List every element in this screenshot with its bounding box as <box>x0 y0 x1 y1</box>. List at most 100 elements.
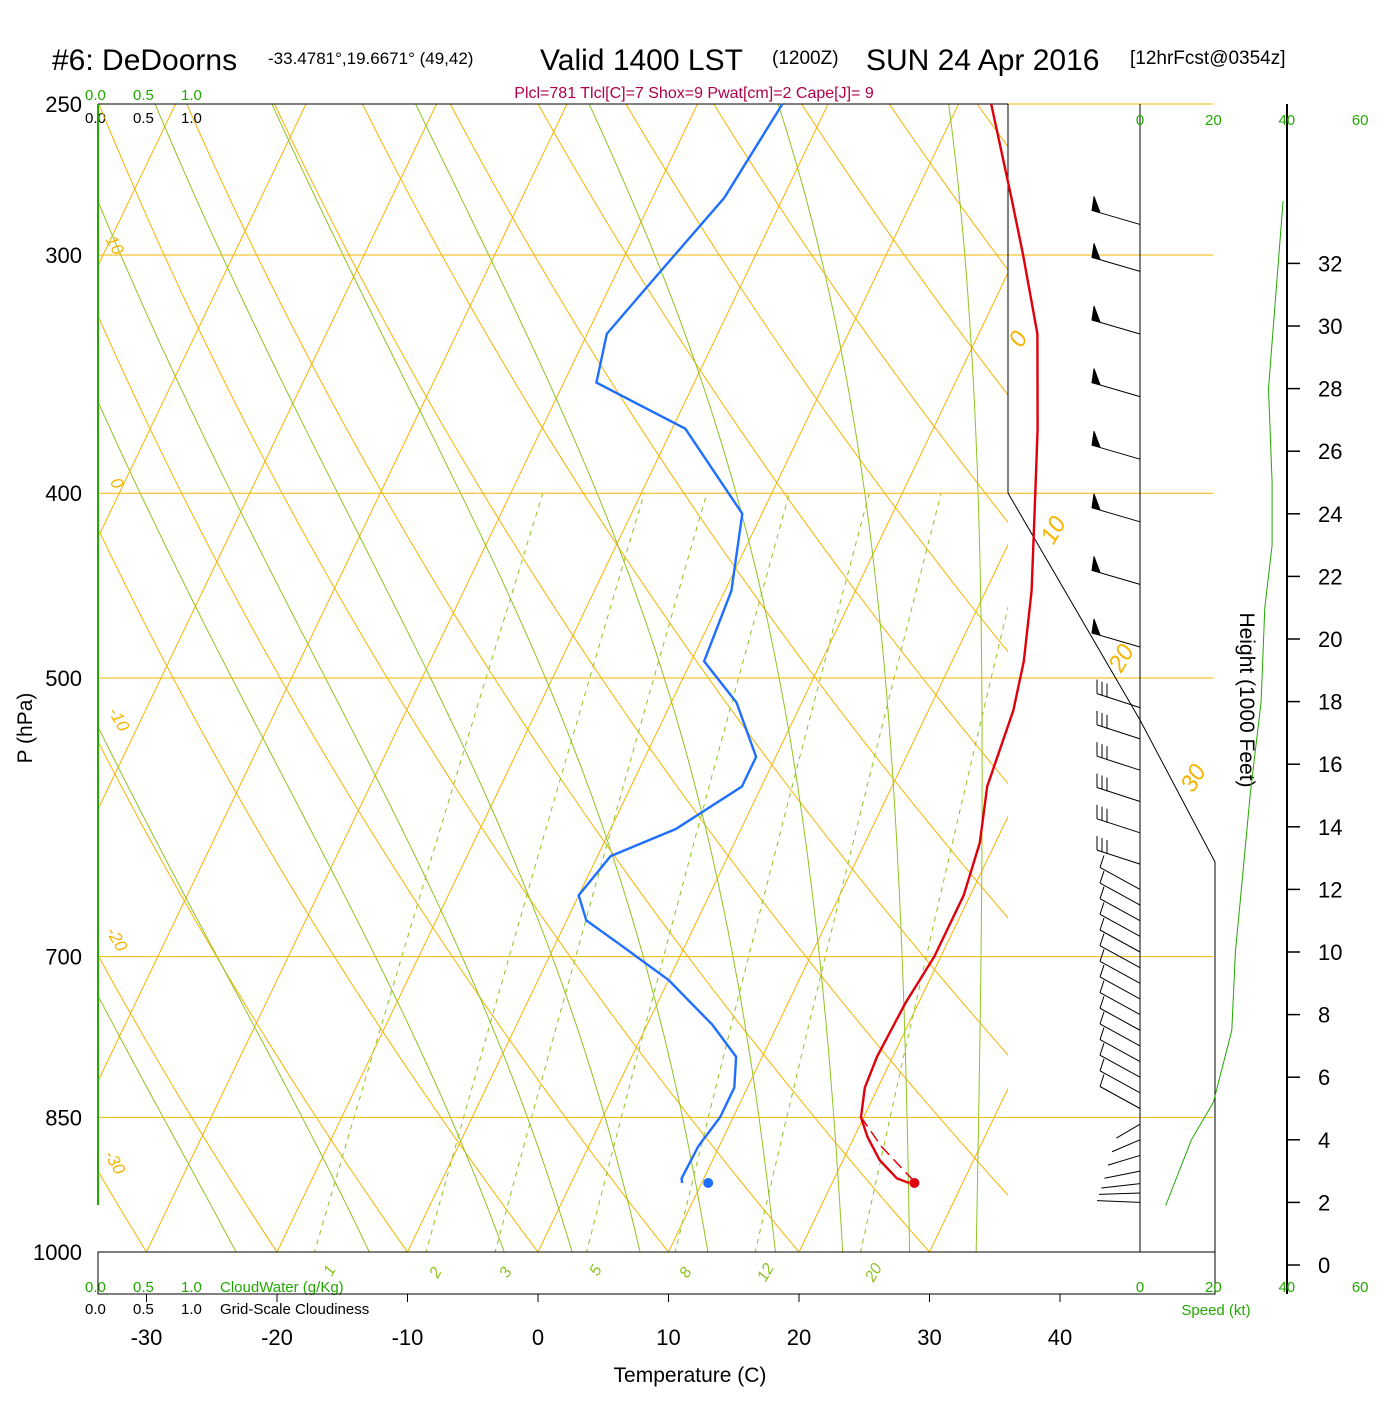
speed-tick-label-bottom: 40 <box>1278 1279 1295 1296</box>
wind-barb <box>1092 196 1140 224</box>
wind-barb <box>1100 934 1140 968</box>
isotherm-line <box>388 70 975 1292</box>
mixing-ratio-label: 8 <box>677 1265 696 1281</box>
forecast-info: [12hrFcst@0354z] <box>1130 48 1286 69</box>
wind-barb <box>1100 871 1140 905</box>
pressure-tick-label: 400 <box>45 481 82 506</box>
temperature-tick-label: -10 <box>392 1325 424 1350</box>
mixing-ratio-label: 2 <box>426 1265 446 1282</box>
mixing-ratio-line <box>576 493 789 1292</box>
pressure-tick-label: 250 <box>45 92 82 117</box>
wind-barb <box>1100 1043 1140 1077</box>
wind-barb <box>1100 1012 1140 1046</box>
bottom-green-tick: 1.0 <box>181 1279 202 1296</box>
moist-adiabat <box>773 87 910 1292</box>
bottom-black-tick: 0.5 <box>133 1301 154 1318</box>
station-title: #6: DeDoorns <box>52 44 237 77</box>
bottom-green-tick: 0.0 <box>85 1279 106 1296</box>
dry-adiabat <box>780 70 1400 1292</box>
height-tick-label: 20 <box>1318 627 1342 652</box>
height-tick-label: 8 <box>1318 1003 1330 1028</box>
grid-lines <box>0 70 1400 1292</box>
isotherm-label: -30 <box>100 1147 129 1178</box>
height-tick-label: 18 <box>1318 690 1342 715</box>
wind-barb <box>1100 1075 1140 1109</box>
wind-barb <box>1100 902 1140 936</box>
chart-frame <box>98 104 1287 1302</box>
wind-barb <box>1097 1201 1140 1203</box>
pressure-tick-label: 850 <box>45 1105 82 1130</box>
top-green-tick: 0.5 <box>133 87 154 104</box>
mixing-ratio-label: 5 <box>587 1263 606 1279</box>
height-tick-label: 24 <box>1318 502 1342 527</box>
moist-adiabat <box>52 87 584 1292</box>
pressure-tick-label: 700 <box>45 945 82 970</box>
speed-tick-label-top: 20 <box>1205 112 1222 129</box>
temperature-profile <box>861 104 1038 1183</box>
height-tick-label: 28 <box>1318 377 1342 402</box>
wind-barb <box>1092 494 1140 522</box>
mixing-ratio-label: 12 <box>754 1261 778 1285</box>
wind-barb <box>1092 556 1140 584</box>
dry-adiabat <box>433 70 1363 1292</box>
moist-adiabat <box>946 87 982 1292</box>
height-tick-label: 26 <box>1318 439 1342 464</box>
moist-adiabat <box>0 87 258 1292</box>
temperature-axis-title: Temperature (C) <box>614 1364 767 1387</box>
cloudiness-label: Grid-Scale Cloudiness <box>220 1301 369 1318</box>
bottom-cloudwater-scale: 0.0 0.5 1.0 CloudWater (g/Kg) 0.0 0.5 1.… <box>85 1279 369 1318</box>
wind-barb <box>1100 887 1140 921</box>
mixing-ratio-line <box>746 493 941 1292</box>
wind-barb <box>1100 949 1140 983</box>
wind-barb <box>1099 1193 1140 1194</box>
dry-adiabat <box>172 70 966 1292</box>
bottom-green-tick: 0.5 <box>133 1279 154 1296</box>
dry-adiabat <box>259 70 1098 1292</box>
height-tick-label: 4 <box>1318 1128 1330 1153</box>
station-coords: -33.4781°,19.6671° (49,42) <box>268 49 473 68</box>
wind-barb <box>1100 1028 1140 1062</box>
height-tick-label: 32 <box>1318 251 1342 276</box>
wind-barb <box>1100 1059 1140 1093</box>
speed-tick-label-top: 0 <box>1136 112 1144 129</box>
wind-barb <box>1112 1140 1140 1152</box>
wind-barb <box>1108 1155 1140 1165</box>
bottom-black-tick: 0.0 <box>85 1301 106 1318</box>
mixing-ratio-label: 3 <box>497 1265 516 1281</box>
mixing-ratio-line <box>303 493 543 1292</box>
wind-barb <box>1097 742 1140 770</box>
isotherm-label: 0 <box>106 474 127 492</box>
isotherm-label: 30 <box>1175 759 1212 796</box>
speed-axis-title: Speed (kt) <box>1181 1302 1250 1319</box>
top-green-tick: 0.0 <box>85 87 106 104</box>
top-cloudwater-scale: 0.0 0.5 1.0 0.0 0.5 1.0 <box>85 87 202 127</box>
moist-adiabat <box>582 87 845 1292</box>
wind-barb <box>1100 981 1140 1015</box>
wind-barb <box>1092 243 1140 271</box>
wind-barb <box>1097 836 1140 864</box>
valid-time: Valid 1400 LST <box>540 44 743 77</box>
utc-time: (1200Z) <box>772 48 839 69</box>
top-black-tick: 1.0 <box>181 110 202 127</box>
isotherm-line <box>1171 70 1400 1292</box>
wind-barb <box>1097 711 1140 739</box>
isotherm-line <box>258 70 845 1292</box>
dry-adiabat <box>0 70 172 1292</box>
dry-adiabat <box>693 70 1400 1292</box>
height-tick-label: 16 <box>1318 752 1342 777</box>
speed-tick-label-top: 60 <box>1352 112 1369 129</box>
height-tick-label: 0 <box>1318 1253 1330 1278</box>
mixing-ratio-label: 20 <box>862 1261 886 1286</box>
dry-adiabat <box>0 70 569 1292</box>
cloudwater-label: CloudWater (g/Kg) <box>220 1279 344 1296</box>
height-tick-label: 14 <box>1318 815 1342 840</box>
wind-barb <box>1100 918 1140 952</box>
height-tick-label: 2 <box>1318 1190 1330 1215</box>
surface-dewpoint-marker <box>703 1178 713 1188</box>
wind-speed-line <box>1166 201 1283 1206</box>
height-tick-label: 12 <box>1318 877 1342 902</box>
isotherm-line <box>0 70 583 1292</box>
wind-barb <box>1092 431 1140 459</box>
wind-panel-boundary <box>1008 493 1215 1252</box>
